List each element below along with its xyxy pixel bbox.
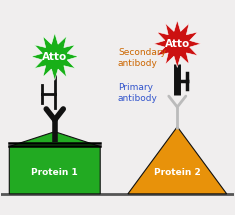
Polygon shape [31, 33, 78, 80]
Text: Primary
antibody: Primary antibody [118, 83, 158, 103]
Text: Secondary
antibody: Secondary antibody [118, 48, 166, 68]
Text: Protein 1: Protein 1 [31, 168, 78, 177]
Polygon shape [153, 20, 201, 68]
Polygon shape [128, 127, 227, 194]
Polygon shape [9, 132, 100, 194]
Text: Atto: Atto [42, 52, 67, 62]
Text: Protein 2: Protein 2 [154, 168, 201, 177]
Text: Atto: Atto [165, 39, 190, 49]
